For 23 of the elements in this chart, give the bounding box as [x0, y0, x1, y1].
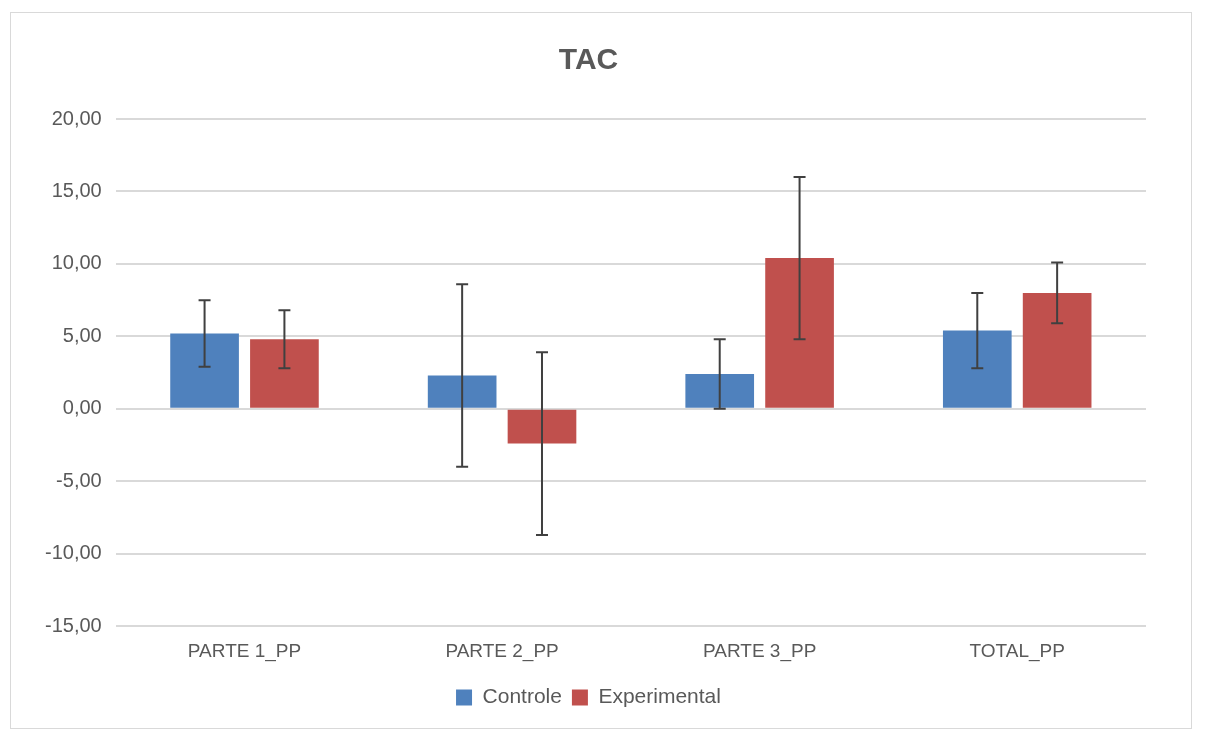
chart-title: TAC	[558, 42, 619, 76]
bar	[685, 374, 755, 408]
x-tick-label: PARTE 2_PP	[445, 639, 559, 662]
y-tick-label: 20,00	[51, 106, 102, 129]
bar	[765, 258, 834, 408]
y-tick-label: 10,00	[51, 251, 102, 274]
bar	[1022, 292, 1092, 408]
y-tick-label: -15,00	[44, 613, 102, 636]
bar	[507, 409, 577, 444]
bar	[250, 339, 319, 408]
y-tick-label: 5,00	[62, 323, 102, 346]
x-tick-label: PARTE 3_PP	[702, 639, 817, 662]
y-tick-label: -5,00	[56, 468, 102, 491]
legend-label: Controle	[482, 684, 562, 708]
y-tick-label: 15,00	[51, 178, 102, 201]
y-tick-label: -10,00	[44, 541, 102, 564]
bar	[942, 330, 1012, 408]
bar	[427, 375, 497, 408]
legend-label: Experimental	[598, 684, 721, 708]
x-tick-label: PARTE 1_PP	[187, 639, 302, 662]
bar	[170, 333, 239, 408]
x-tick-label: TOTAL_PP	[969, 639, 1065, 662]
y-tick-label: 0,00	[62, 396, 102, 419]
